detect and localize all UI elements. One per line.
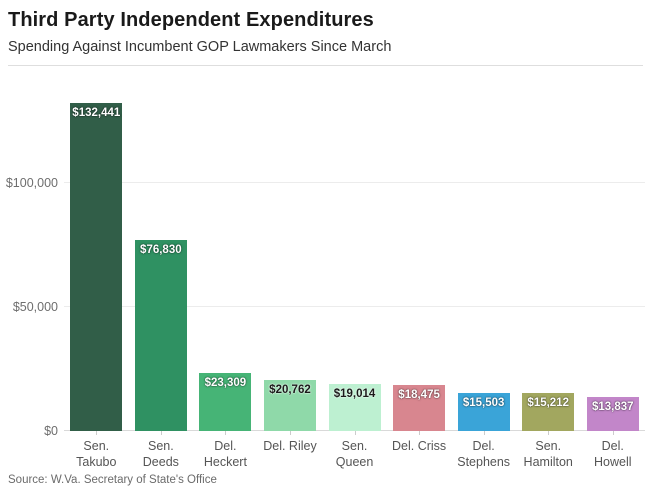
bar-del-criss: $18,475 bbox=[393, 385, 446, 431]
bar-del-stephens: $15,503 bbox=[457, 393, 510, 431]
x-axis-tick bbox=[419, 431, 421, 435]
x-axis-label-line: Del. Criss bbox=[392, 439, 447, 453]
bar-slot: $15,212 bbox=[516, 83, 581, 431]
x-axis-tick bbox=[160, 431, 162, 435]
x-axis-label-line: Sen. bbox=[83, 439, 110, 453]
chart-header: Third Party Independent Expenditures Spe… bbox=[0, 0, 651, 66]
x-axis-tick bbox=[289, 431, 291, 435]
x-axis-label-line: Hamilton bbox=[523, 455, 573, 469]
chart-title: Third Party Independent Expenditures bbox=[8, 9, 374, 31]
bar-value-label: $19,014 bbox=[333, 388, 376, 400]
x-axis-label: Sen. Hamilton bbox=[516, 431, 581, 470]
x-axis-label-line: Del. bbox=[214, 439, 237, 453]
x-axis-label: Del. Heckert bbox=[193, 431, 258, 470]
y-axis: $0 $50,000 $100,000 bbox=[0, 83, 58, 438]
bar-slot: $19,014 bbox=[322, 83, 387, 431]
x-axis-tick bbox=[354, 431, 356, 435]
bars-container: $132,441 $76,830 $23,309 $20,762 $19,014 $18,… bbox=[64, 83, 645, 431]
header-divider bbox=[8, 65, 643, 66]
x-axis-label: Del. Stephens bbox=[451, 431, 516, 470]
bar-slot: $76,830 bbox=[129, 83, 194, 431]
bar-value-label: $15,503 bbox=[462, 397, 505, 409]
bar-slot: $15,503 bbox=[451, 83, 516, 431]
x-axis-label-line: Heckert bbox=[203, 455, 247, 469]
bar-value-label: $20,762 bbox=[269, 384, 311, 396]
x-axis-tick bbox=[483, 431, 485, 435]
gridline bbox=[64, 182, 645, 183]
x-axis-label-line: Del. bbox=[472, 439, 495, 453]
x-axis-label-line: Sen. bbox=[147, 439, 174, 453]
bar-value-label: $13,837 bbox=[591, 401, 634, 413]
source-note: Source: W.Va. Secretary of State's Offic… bbox=[8, 474, 217, 486]
bar-del-heckert: $23,309 bbox=[199, 373, 252, 431]
x-axis-label-line: Stephens bbox=[457, 455, 511, 469]
x-axis-label: Del. Howell bbox=[581, 431, 646, 470]
bar-sen-queen: $19,014 bbox=[328, 384, 381, 431]
x-axis: Sen. Takubo Sen. Deeds Del. Heckert Del. Riley… bbox=[64, 431, 645, 470]
x-axis-label-line: Queen bbox=[335, 455, 374, 469]
x-axis-label-line: Howell bbox=[594, 455, 632, 469]
bar-slot: $23,309 bbox=[193, 83, 258, 431]
x-axis-label: Del. Criss bbox=[387, 431, 452, 470]
x-axis-label-line: Del. Riley bbox=[263, 439, 317, 453]
bar-chart: $0 $50,000 $100,000 $132,441 $76,830 $23,309… bbox=[0, 83, 651, 473]
bar-slot: $20,762 bbox=[258, 83, 323, 431]
bar-value-label: $18,475 bbox=[398, 389, 440, 401]
y-axis-tick-label: $0 bbox=[44, 424, 58, 438]
bar-slot: $132,441 bbox=[64, 83, 129, 431]
bar-value-label: $132,441 bbox=[72, 107, 121, 119]
x-axis-tick bbox=[548, 431, 550, 435]
x-axis-tick bbox=[225, 431, 227, 435]
x-axis-label-line: Deeds bbox=[142, 455, 179, 469]
x-axis-tick bbox=[612, 431, 614, 435]
bar-value-label: $23,309 bbox=[204, 377, 247, 389]
y-axis-tick-label: $100,000 bbox=[5, 176, 58, 190]
x-axis-label-line: Del. bbox=[601, 439, 624, 453]
x-axis-label: Sen. Deeds bbox=[129, 431, 194, 470]
x-axis-label: Del. Riley bbox=[258, 431, 323, 470]
bar-sen-takubo: $132,441 bbox=[70, 103, 123, 431]
gridline bbox=[64, 306, 645, 307]
bar-value-label: $15,212 bbox=[527, 397, 569, 409]
x-axis-label-line: Sen. bbox=[535, 439, 562, 453]
y-axis-tick-label: $50,000 bbox=[12, 300, 58, 314]
bar-del-riley: $20,762 bbox=[263, 380, 316, 431]
x-axis-label: Sen. Queen bbox=[322, 431, 387, 470]
bar-value-label: $76,830 bbox=[140, 244, 182, 256]
bar-slot: $18,475 bbox=[387, 83, 452, 431]
x-axis-label: Sen. Takubo bbox=[64, 431, 129, 470]
x-axis-tick bbox=[96, 431, 98, 435]
x-axis-label-line: Sen. bbox=[341, 439, 368, 453]
bar-slot: $13,837 bbox=[581, 83, 646, 431]
bar-del-howell: $13,837 bbox=[586, 397, 639, 431]
bar-sen-hamilton: $15,212 bbox=[522, 393, 575, 431]
bar-sen-deeds: $76,830 bbox=[134, 240, 187, 431]
chart-subtitle: Spending Against Incumbent GOP Lawmakers… bbox=[8, 39, 392, 55]
plot-area: $132,441 $76,830 $23,309 $20,762 $19,014 $18,… bbox=[64, 83, 645, 431]
x-axis-label-line: Takubo bbox=[76, 455, 117, 469]
